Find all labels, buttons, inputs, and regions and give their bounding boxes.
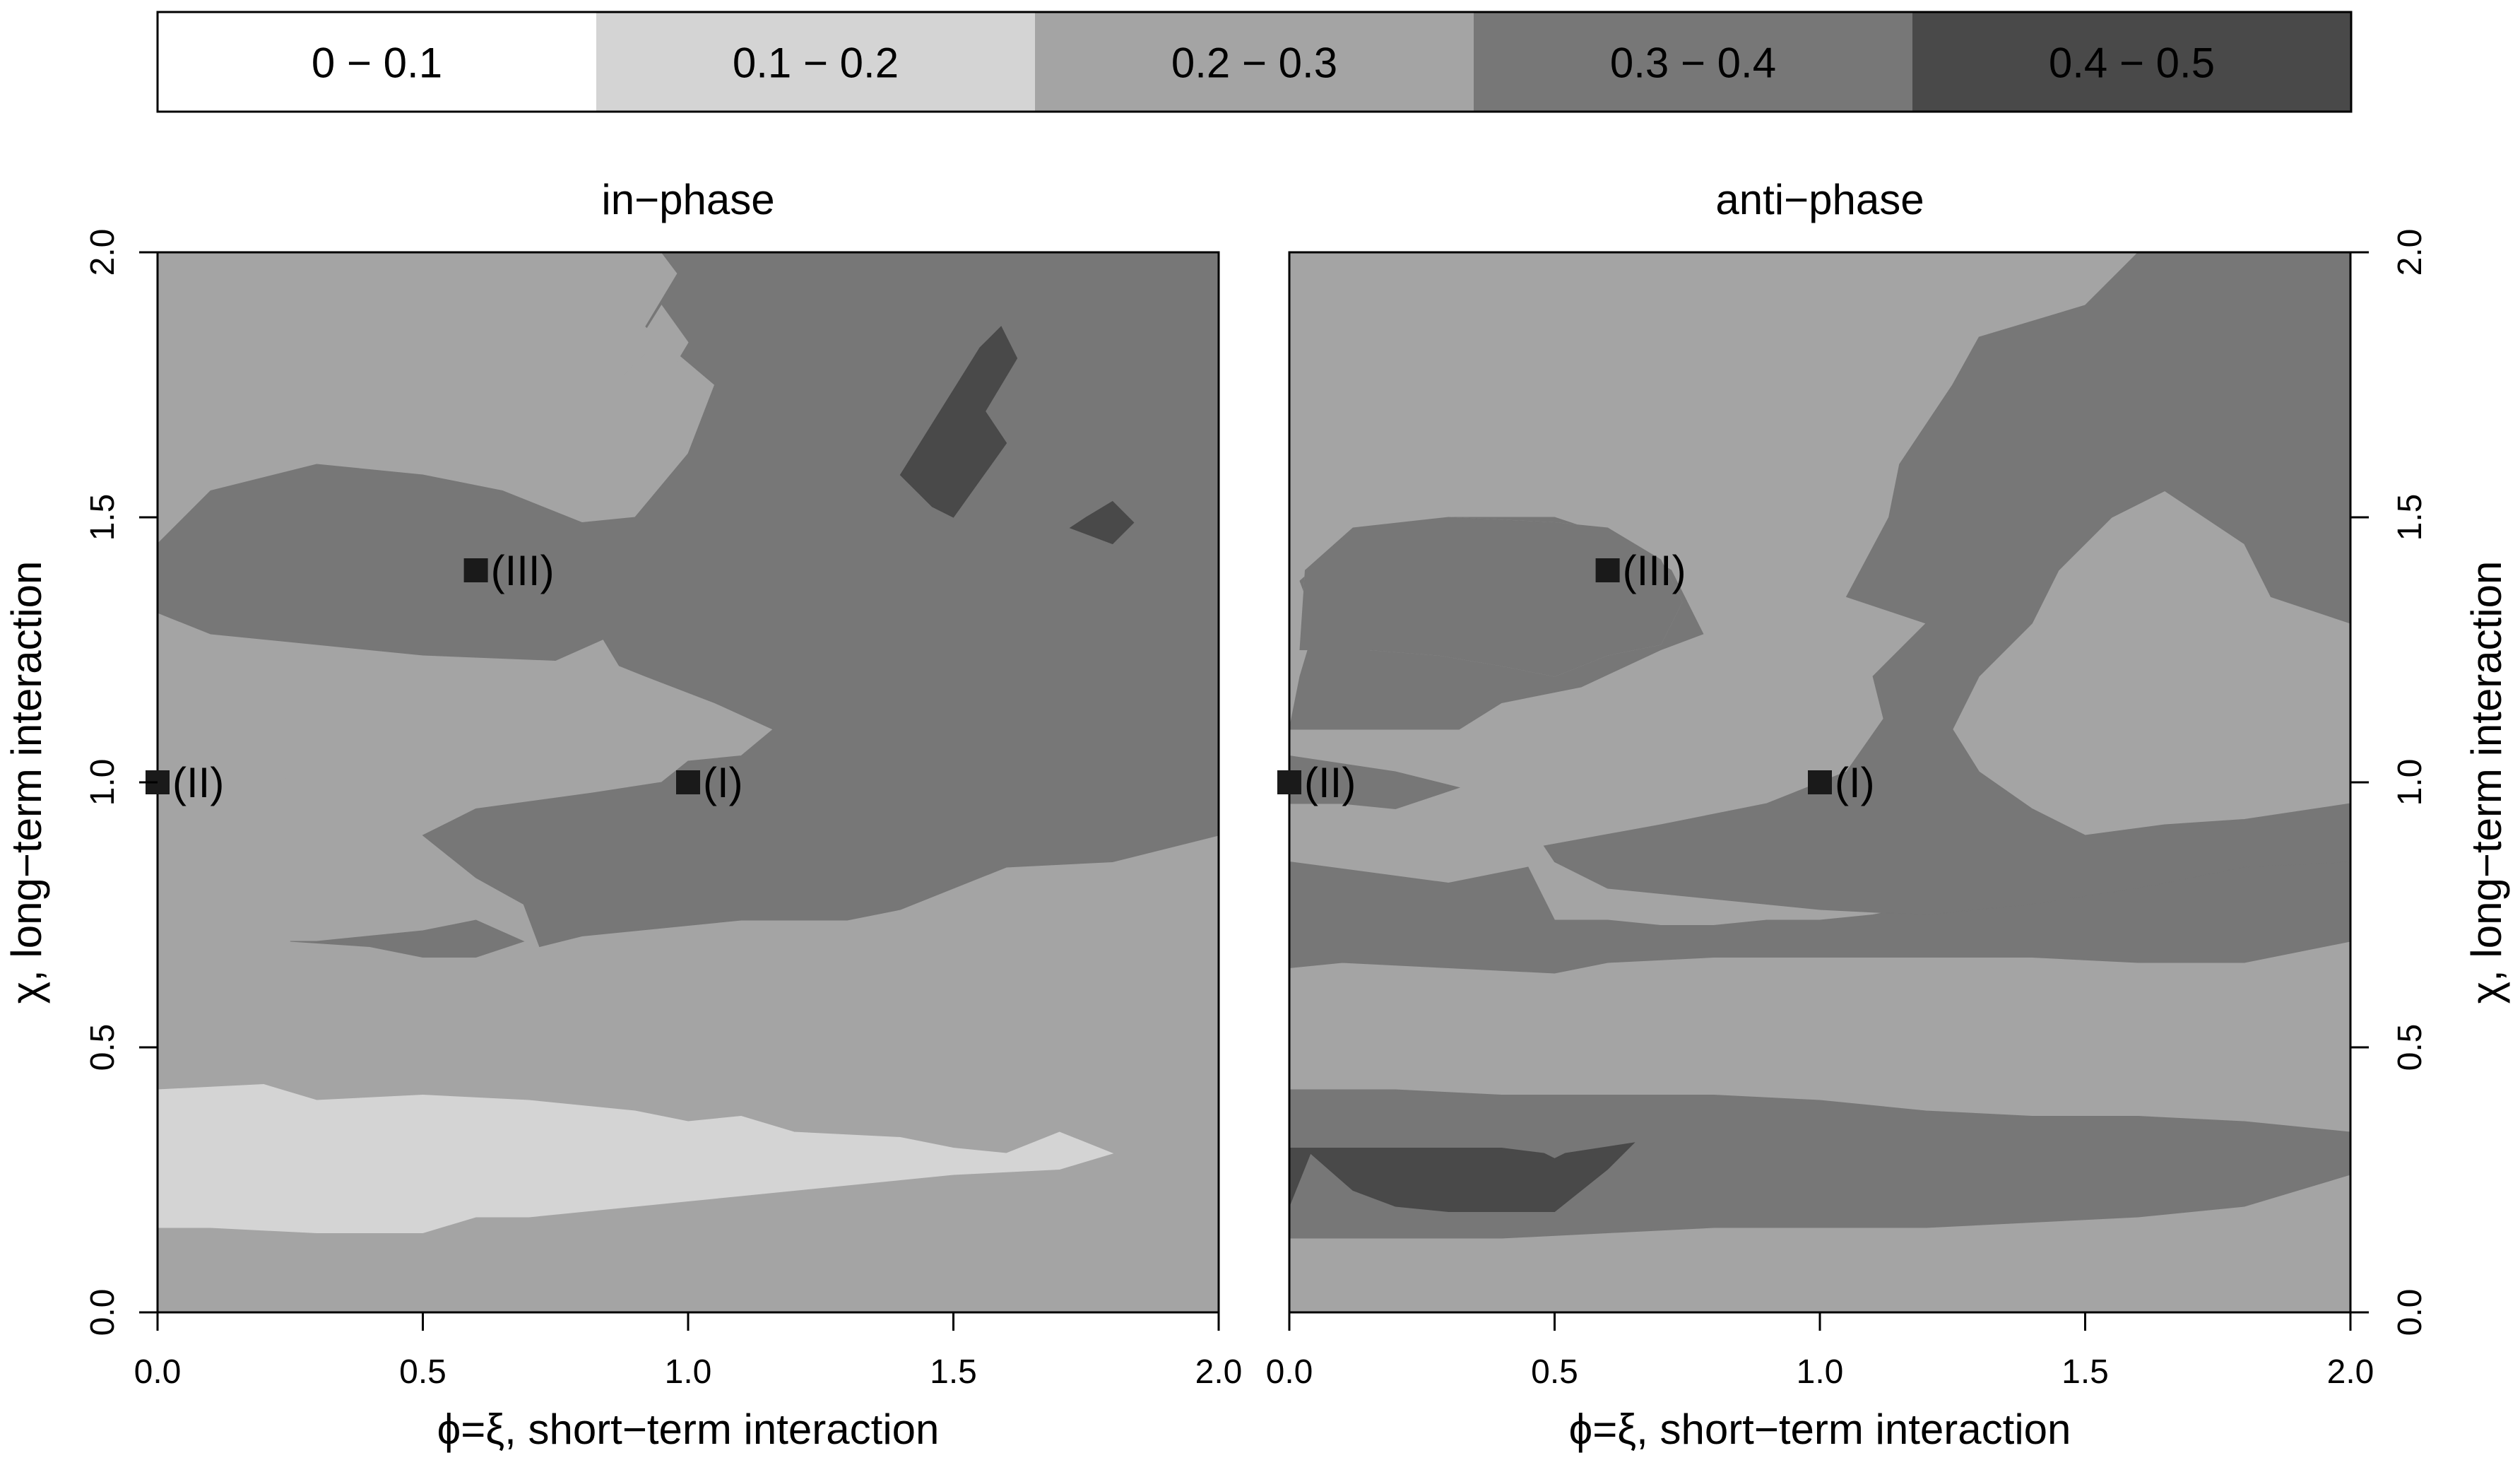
marker-label: (I): [1835, 759, 1875, 806]
contour-region: [899, 326, 1018, 518]
legend-swatch: [1035, 12, 1474, 112]
x-tick-label: 1.0: [1797, 1353, 1844, 1391]
x-tick-label: 2.0: [2327, 1353, 2374, 1391]
marker-label: (I): [703, 759, 743, 806]
y-axis-label: χ, long−term interaction: [2463, 561, 2510, 1004]
y-tick-label: 1.5: [84, 494, 122, 541]
x-tick-label: 0.0: [1266, 1353, 1313, 1391]
legend-swatch: [1912, 12, 2351, 112]
y-tick-label: 2.0: [84, 229, 122, 276]
legend-swatch: [158, 12, 596, 112]
y-tick-label: 0.5: [84, 1024, 122, 1071]
x-tick-label: 1.5: [930, 1353, 977, 1391]
contour-region: [565, 305, 689, 391]
legend-label: 0 − 0.1: [312, 40, 442, 87]
marker: (III): [1595, 547, 1686, 594]
marker-label: (II): [1304, 759, 1356, 806]
y-tick-label: 0.0: [2391, 1289, 2429, 1336]
x-tick-label: 0.5: [399, 1353, 446, 1391]
color-legend: 0 − 0.1 0.1 − 0.2 0.2 − 0.3 0.3 − 0.4 0.4 − …: [156, 11, 2353, 113]
marker: (II): [146, 759, 224, 806]
x-tick-label: 1.5: [2061, 1353, 2109, 1391]
marker-square: [463, 558, 488, 582]
contour-region: [1289, 1142, 1635, 1212]
y-tick-label: 1.0: [84, 759, 122, 806]
y-axis: 0.0 0.5 1.0 1.5 2.0 χ, long−term interaction: [3, 229, 158, 1336]
marker-square: [1595, 558, 1620, 582]
contour-region: [158, 1083, 1114, 1233]
legend-label: 0.2 − 0.3: [1171, 40, 1337, 87]
legend-item: 0.3 − 0.4: [1474, 12, 1912, 112]
marker-square: [676, 770, 700, 794]
marker-label: (II): [172, 759, 224, 806]
x-tick-label: 2.0: [1195, 1353, 1243, 1391]
x-tick-label: 1.0: [665, 1353, 712, 1391]
legend-item: 0.4 − 0.5: [1912, 12, 2351, 112]
marker-label: (III): [1623, 547, 1686, 594]
legend-label: 0.4 − 0.5: [2049, 40, 2215, 87]
x-axis-label: ϕ=ξ, short−term interaction: [1569, 1406, 2071, 1453]
legend-swatch: [1474, 12, 1912, 112]
y-tick-label: 0.0: [84, 1289, 122, 1336]
contour-region: [459, 362, 503, 455]
contour-region: [290, 919, 525, 958]
contour-region: [1289, 755, 1461, 810]
marker-square: [1277, 770, 1301, 794]
marker: (II): [1277, 759, 1356, 806]
legend-item: 0 − 0.1: [158, 12, 596, 112]
x-axis-label: ϕ=ξ, short−term interaction: [437, 1406, 940, 1453]
legend-item: 0.1 − 0.2: [596, 12, 1035, 112]
contour-region: [1069, 500, 1135, 545]
y-tick-label: 2.0: [2391, 229, 2429, 276]
marker: (III): [463, 547, 555, 594]
y-tick-label: 0.5: [2391, 1024, 2429, 1071]
x-axis: 0.0 0.5 1.0 1.5 2.0 ϕ=ξ, short−term interacti…: [1266, 1312, 2374, 1453]
legend-label: 0.1 − 0.2: [733, 40, 899, 87]
panel-anti-phase: (III) (II) (I) 0.0 0.5 1.0 1.5 2.0 ϕ=ξ, short−te…: [1266, 176, 2510, 1453]
x-tick-label: 0.0: [134, 1353, 182, 1391]
legend-label: 0.3 − 0.4: [1610, 40, 1776, 87]
panel-title: in−phase: [601, 176, 774, 223]
y-tick-label: 1.5: [2391, 494, 2429, 541]
legend-swatch: [596, 12, 1035, 112]
x-tick-label: 0.5: [1531, 1353, 1578, 1391]
y-axis: 0.0 0.5 1.0 1.5 2.0 χ, long−term interaction: [2350, 229, 2510, 1336]
y-tick-label: 1.0: [2391, 759, 2429, 806]
x-axis: 0.0 0.5 1.0 1.5 2.0 ϕ=ξ, short−term interacti…: [134, 1312, 1243, 1453]
marker-label: (III): [491, 547, 555, 594]
marker: (I): [676, 759, 743, 806]
legend-frame: [156, 11, 2353, 113]
panel-title: anti−phase: [1715, 176, 1924, 223]
marker: (I): [1808, 759, 1875, 806]
marker-square: [1808, 770, 1832, 794]
contour-region: [1299, 517, 1683, 677]
panel-in-phase: (III) (II) (I) 0.0 0.5 1.0 1.5 2.0 ϕ=ξ, short−te…: [3, 176, 1242, 1453]
legend-item: 0.2 − 0.3: [1035, 12, 1474, 112]
y-axis-label: χ, long−term interaction: [3, 561, 50, 1004]
contour-region: [1543, 252, 2350, 916]
